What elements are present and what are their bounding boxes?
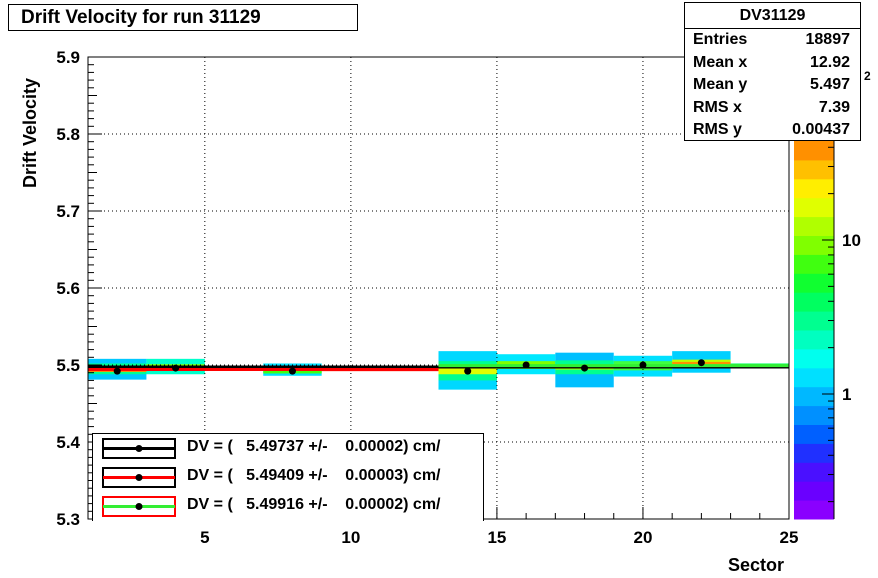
colorbar: 1 10 2 <box>794 69 871 520</box>
stats-row-rms-x: RMS x 7.39 <box>685 97 860 120</box>
profile-point <box>113 367 121 375</box>
stats-label: Mean x <box>693 53 748 71</box>
legend-text: DV = ( 5.49737 +/- 0.00002) cm/ <box>187 438 441 455</box>
colorbar-tick-label: 10 <box>842 231 861 250</box>
legend-marker <box>102 467 176 488</box>
y-tick-label: 5.9 <box>56 48 80 67</box>
y-axis-title-text: Drift Velocity <box>20 77 40 188</box>
profile-point <box>522 361 530 369</box>
legend-marker <box>102 438 176 459</box>
colorbar-segment <box>794 481 834 501</box>
y-tick-label: 5.4 <box>56 433 80 452</box>
colorbar-segment <box>794 500 834 520</box>
profile-point <box>464 367 472 375</box>
stats-value: 7.39 <box>818 98 850 116</box>
colorbar-segment <box>794 330 834 350</box>
colorbar-segment <box>794 141 834 161</box>
legend-marker-dot <box>135 503 143 510</box>
colorbar-segment <box>794 197 834 218</box>
profile-point <box>581 364 589 372</box>
profile-point <box>172 364 180 372</box>
stats-title: DV31129 <box>685 3 860 29</box>
y-axis-title: Drift Velocity <box>20 78 41 188</box>
profile-points-layer <box>113 359 705 375</box>
stats-label: Entries <box>693 31 748 48</box>
legend-marker-dot <box>135 445 143 452</box>
x-axis-title: Sector <box>728 555 785 575</box>
legend-text: DV = ( 5.49409 +/- 0.00003) cm/ <box>187 467 441 484</box>
profile-point <box>639 361 647 369</box>
legend-entry: DV = ( 5.49737 +/- 0.00002) cm/ <box>93 434 485 463</box>
stats-box: DV31129 Entries 18897 Mean x 12.92 Mean … <box>684 2 861 141</box>
stats-label: RMS y <box>693 121 742 139</box>
legend: DV = ( 5.49737 +/- 0.00002) cm/ DV = ( 5… <box>92 433 484 521</box>
colorbar-segment <box>794 178 834 199</box>
colorbar-segment <box>794 405 834 425</box>
legend-entry: DV = ( 5.49409 +/- 0.00003) cm/ <box>93 463 485 492</box>
stats-label: Mean y <box>693 76 748 94</box>
colorbar-segment <box>794 254 834 274</box>
x-tick-label: 15 <box>487 528 506 547</box>
stats-label: RMS x <box>693 98 742 116</box>
profile-point <box>288 367 296 375</box>
colorbar-segment <box>794 235 834 255</box>
colorbar-segment <box>794 424 834 444</box>
colorbar-segment <box>794 216 834 236</box>
colorbar-segment <box>794 292 834 312</box>
colorbar-segment <box>794 443 834 463</box>
x-tick-label: 5 <box>200 528 209 547</box>
y-tick-label: 5.7 <box>56 202 80 221</box>
legend-marker <box>102 496 176 517</box>
colorbar-segment <box>794 386 834 407</box>
x-tick-label: 20 <box>633 528 652 547</box>
colorbar-segment <box>794 311 834 331</box>
colorbar-exponent-label: 2 <box>864 69 871 83</box>
stats-row-entries: Entries 18897 <box>685 29 860 52</box>
colorbar-segment <box>794 367 834 388</box>
y-tick-label: 5.3 <box>56 510 80 529</box>
colorbar-segment <box>794 348 834 369</box>
stats-value: 5.497 <box>809 76 850 94</box>
stats-row-mean-x: Mean x 12.92 <box>685 52 860 75</box>
stats-row-rms-y: RMS y 0.00437 <box>685 119 860 142</box>
y-tick-label: 5.6 <box>56 279 80 298</box>
chart-title: Drift Velocity for run 31129 <box>8 4 358 31</box>
profile-point <box>697 359 705 367</box>
stats-value: 0.00437 <box>792 121 850 139</box>
colorbar-tick-label: 1 <box>842 385 851 404</box>
colorbar-segment <box>794 159 834 180</box>
stats-value: 12.92 <box>809 53 850 71</box>
stats-row-mean-y: Mean y 5.497 <box>685 74 860 97</box>
y-tick-label: 5.5 <box>56 356 80 375</box>
colorbar-segment <box>794 273 834 293</box>
stats-value: 18897 <box>805 31 851 48</box>
legend-marker-dot <box>135 474 143 481</box>
colorbar-segment <box>794 462 834 482</box>
x-tick-label: 10 <box>341 528 360 547</box>
x-tick-label: 25 <box>780 528 799 547</box>
y-tick-label: 5.8 <box>56 125 80 144</box>
fit-lines-layer <box>88 364 789 372</box>
legend-text: DV = ( 5.49916 +/- 0.00002) cm/ <box>187 496 441 513</box>
legend-entry: DV = ( 5.49916 +/- 0.00002) cm/ <box>93 492 485 521</box>
